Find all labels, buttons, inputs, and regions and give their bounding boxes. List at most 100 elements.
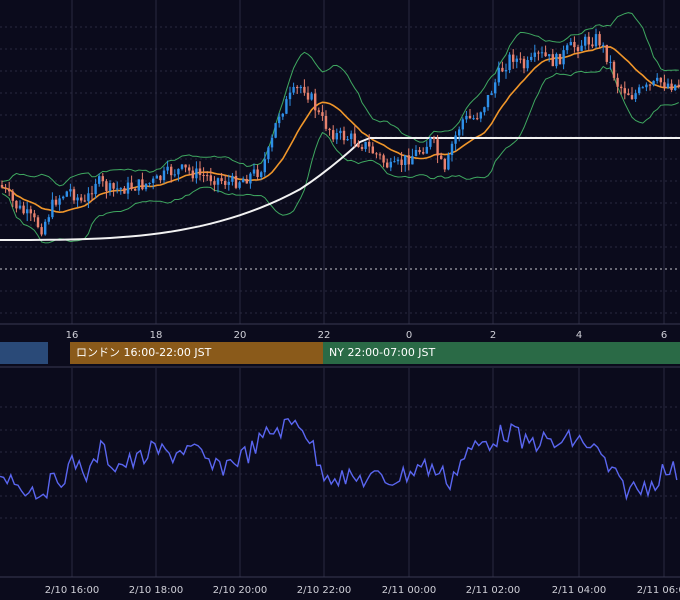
candle-body	[353, 133, 356, 144]
price-x-tick-label: 16	[66, 330, 79, 341]
candle-body	[72, 189, 76, 201]
candle-body	[69, 189, 72, 192]
candle-body	[638, 87, 641, 94]
candle-body	[346, 139, 349, 141]
candle-body	[544, 52, 547, 57]
price-x-tick-label: 2	[490, 330, 496, 341]
osc-x-tick-label: 2/10 22:00	[297, 585, 351, 596]
candle-body	[663, 82, 666, 88]
candle-body	[36, 217, 40, 228]
candle-body	[350, 133, 353, 140]
candle-body	[612, 61, 616, 78]
candle-body	[256, 169, 259, 177]
candle-body	[87, 193, 90, 202]
candle-body	[123, 188, 126, 194]
candle-body	[80, 197, 83, 201]
session-tokyo-bar[interactable]	[0, 342, 48, 364]
candle-body	[616, 77, 619, 87]
candle-body	[242, 178, 245, 183]
candle-body	[105, 181, 108, 191]
candle-body	[666, 83, 670, 88]
candle-body	[677, 84, 680, 87]
candle-body	[630, 95, 634, 100]
candle-body	[566, 45, 569, 51]
candle-body	[476, 118, 479, 120]
candle-body	[576, 47, 580, 52]
session-london-bar[interactable]	[70, 342, 323, 364]
session-tokyo-label	[0, 342, 48, 364]
osc-x-tick-label: 2/11 04:00	[552, 585, 606, 596]
candle-body	[112, 183, 115, 189]
candle-body	[422, 152, 425, 154]
candle-body	[328, 128, 331, 131]
candle-body	[314, 93, 317, 111]
price-x-axis: 16 18 20 22 0 2 4 6	[66, 330, 668, 341]
candle-body	[659, 77, 662, 83]
candle-body	[465, 115, 468, 120]
candle-body	[285, 99, 288, 114]
osc-x-tick-label: 2/11 02:00	[466, 585, 520, 596]
candle-body	[278, 116, 281, 124]
session-ny-bar[interactable]	[323, 342, 680, 364]
osc-x-tick-label: 2/11 00:00	[382, 585, 436, 596]
candle-body	[418, 150, 421, 153]
candle-body	[602, 44, 605, 46]
oscillator-line	[0, 418, 678, 502]
candle-body	[339, 130, 342, 134]
candle-body	[342, 130, 346, 141]
candle-body	[486, 94, 490, 108]
candle-body	[274, 123, 277, 138]
candle-body	[306, 92, 310, 100]
candle-body	[634, 93, 637, 100]
candle-body	[540, 52, 544, 54]
candle-body	[364, 141, 367, 150]
candle-body	[378, 154, 382, 156]
candle-body	[562, 50, 565, 65]
candle-body	[429, 137, 432, 147]
candle-body	[551, 54, 554, 67]
candle-body	[65, 191, 68, 197]
candle-body	[90, 193, 94, 195]
candle-body	[569, 41, 572, 46]
candle-body	[148, 182, 151, 184]
candle-body	[656, 77, 659, 81]
candle-body	[497, 67, 500, 83]
candle-body	[598, 34, 601, 46]
candle-body	[270, 137, 274, 148]
candle-body	[645, 84, 648, 88]
candle-body	[515, 58, 518, 62]
candle-body	[670, 83, 673, 91]
candle-body	[404, 155, 407, 166]
candle-body	[191, 170, 194, 179]
candle-body	[238, 182, 241, 188]
candle-body	[162, 170, 166, 181]
candle-body	[130, 182, 133, 189]
candle-body	[321, 112, 324, 116]
candle-body	[195, 168, 198, 179]
candle-body	[47, 217, 50, 222]
candle-body	[216, 178, 220, 185]
ma-long-line	[0, 137, 680, 241]
candle-body	[126, 182, 130, 194]
candle-body	[8, 188, 11, 192]
candle-body	[526, 60, 529, 69]
candle-body	[119, 188, 122, 190]
candle-body	[584, 36, 587, 46]
candle-body	[141, 179, 144, 190]
candle-body	[648, 84, 652, 86]
candle-body	[605, 44, 608, 62]
candle-body	[227, 181, 230, 185]
candle-body	[296, 86, 299, 89]
candle-body	[360, 147, 364, 150]
candle-body	[144, 183, 148, 190]
candle-body	[29, 209, 32, 214]
candle-body	[166, 166, 169, 171]
candle-body	[454, 135, 457, 144]
candle-body	[267, 147, 270, 160]
candlesticks	[0, 28, 680, 237]
candle-body	[555, 53, 558, 67]
candle-body	[519, 58, 522, 60]
candle-body	[501, 67, 504, 72]
